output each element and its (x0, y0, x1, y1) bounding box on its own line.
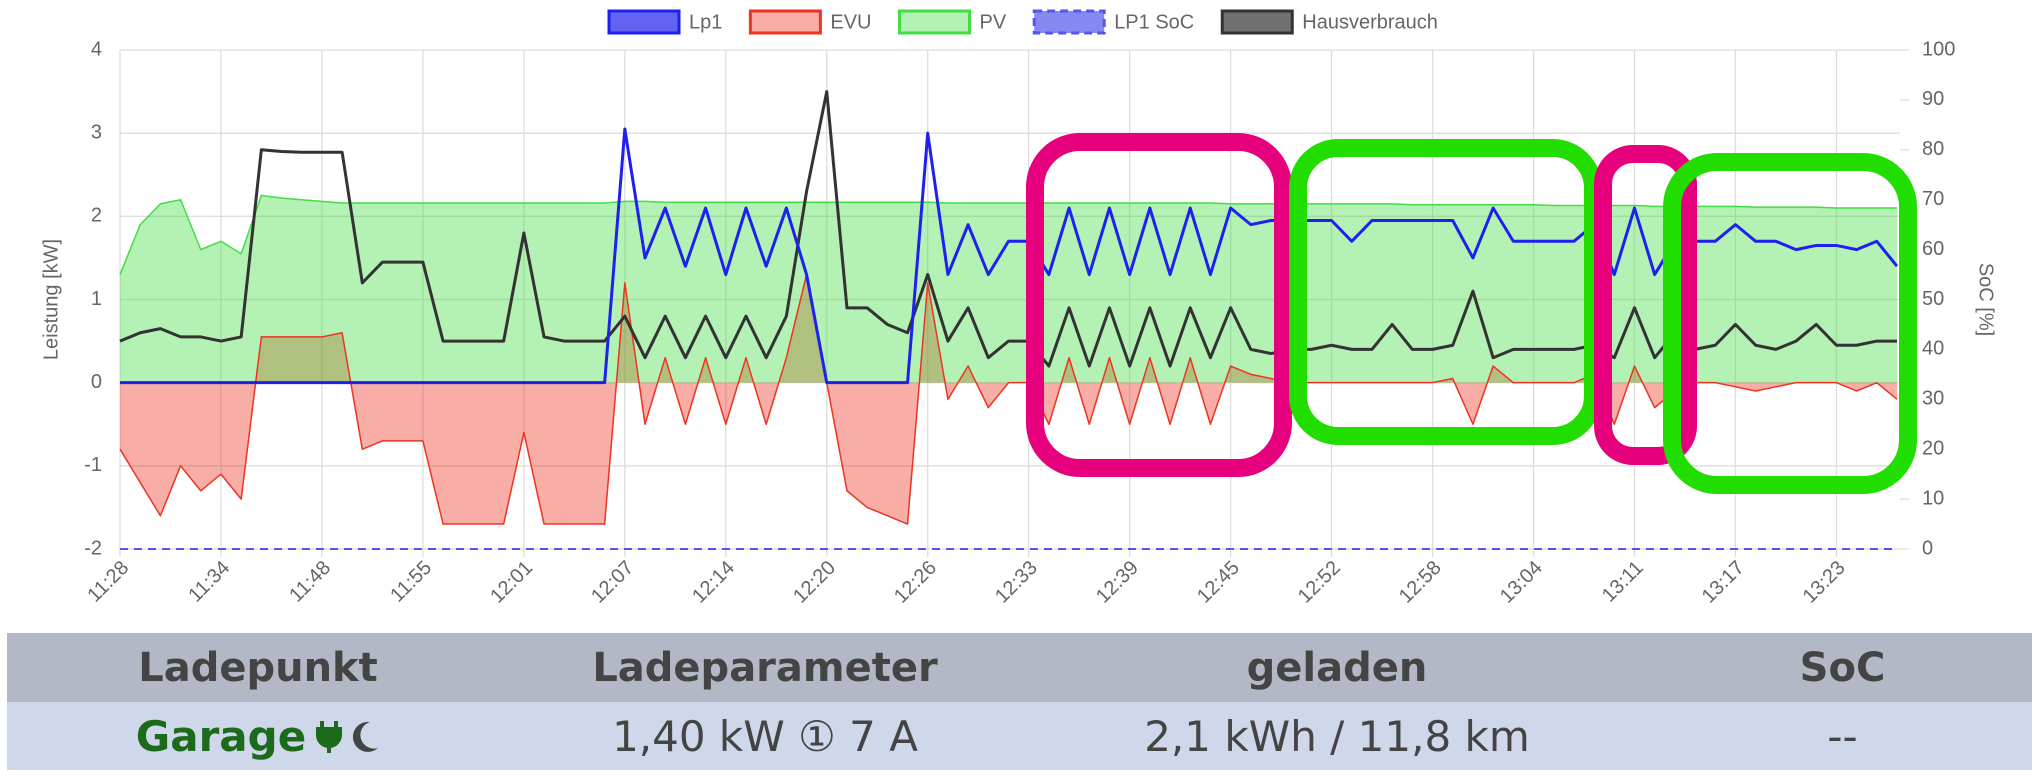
x-tick-label: 13:11 (1598, 557, 1648, 607)
moon-icon (353, 721, 379, 752)
table-header: Ladeparameter (509, 633, 1021, 702)
x-tick-label: 13:23 (1799, 557, 1850, 608)
y2-tick-label: 100 (1922, 38, 1955, 60)
y-axis-label: Leistung [kW] (40, 239, 62, 360)
y-tick-label: 4 (91, 38, 102, 60)
highlight-marker (1594, 145, 1697, 465)
y2-tick-label: 40 (1922, 338, 1944, 360)
y-tick-label: 3 (91, 121, 102, 143)
charge-point-name[interactable]: Garage (135, 711, 307, 761)
charge-table: Ladepunkt Ladeparameter geladen SoC Gara… (7, 633, 2032, 770)
x-tick-label: 11:34 (184, 557, 234, 607)
y2-tick-label: 20 (1922, 437, 1944, 459)
y-tick-label: 0 (91, 371, 102, 393)
legend-label: EVU (830, 11, 871, 33)
y2-tick-label: 30 (1922, 388, 1944, 410)
y-tick-label: -2 (84, 537, 102, 559)
legend-label: LP1 SoC (1114, 11, 1194, 33)
y2-axis-label: SoC [%] (1975, 263, 1997, 336)
y2-tick-label: 0 (1922, 537, 1933, 559)
table-cell: Garage (7, 702, 509, 770)
legend-label: Hausverbrauch (1302, 11, 1438, 33)
highlight-marker (1026, 133, 1292, 477)
y-tick-label: 1 (91, 288, 102, 310)
x-tick-label: 12:52 (1294, 557, 1345, 608)
legend-swatch (898, 9, 971, 35)
x-tick-label: 12:33 (991, 557, 1042, 608)
x-tick-label: 11:28 (83, 557, 133, 607)
x-tick-label: 12:01 (486, 557, 537, 608)
y2-tick-label: 80 (1922, 138, 1944, 160)
table-header: SoC (1653, 633, 2032, 702)
x-tick-label: 12:39 (1092, 557, 1143, 608)
y-tick-label: -1 (84, 454, 102, 476)
y2-tick-label: 60 (1922, 238, 1944, 260)
table-cell: -- (1653, 702, 2032, 770)
legend-label: Lp1 (689, 11, 722, 33)
y2-tick-label: 70 (1922, 188, 1944, 210)
highlight-marker (1289, 139, 1602, 445)
legend-swatch (1220, 9, 1294, 35)
table-cell: 2,1 kWh / 11,8 km (1021, 702, 1653, 770)
table-cell: 1,40 kW ① 7 A (509, 702, 1021, 770)
legend-swatch (1032, 9, 1106, 35)
x-tick-label: 13:17 (1698, 557, 1749, 608)
x-tick-label: 11:55 (386, 557, 436, 607)
legend-swatch (748, 9, 822, 35)
y-tick-label: 2 (91, 205, 102, 227)
annotations (1026, 133, 1917, 494)
area (120, 195, 1897, 383)
x-tick-label: 11:48 (285, 557, 335, 607)
legend-label: PV (980, 11, 1007, 33)
area (120, 274, 1897, 525)
x-tick-label: 12:07 (587, 557, 638, 608)
table-header: geladen (1021, 633, 1653, 702)
y2-tick-label: 50 (1922, 288, 1944, 310)
table-header: Ladepunkt (7, 633, 509, 702)
x-tick-label: 12:58 (1395, 557, 1446, 608)
y2-tick-label: 90 (1922, 88, 1944, 110)
x-tick-label: 12:45 (1193, 557, 1244, 608)
x-tick-label: 13:04 (1496, 557, 1547, 608)
x-tick-label: 12:20 (789, 557, 840, 608)
x-tick-label: 12:14 (688, 557, 739, 608)
y2-tick-label: 10 (1922, 487, 1944, 509)
plug-icon (316, 721, 343, 753)
highlight-marker (1663, 153, 1917, 494)
x-tick-label: 12:26 (890, 557, 941, 608)
legend-swatch (607, 9, 681, 35)
